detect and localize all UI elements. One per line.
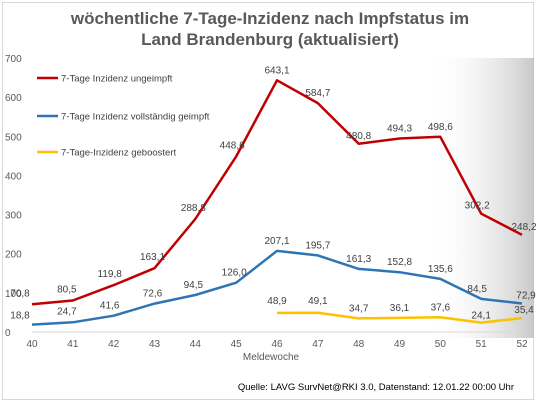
x-axis-label: Meldewoche — [243, 352, 300, 363]
data-label: 49,1 — [308, 296, 328, 307]
data-label: 41,6 — [100, 301, 120, 312]
data-label: 163,1 — [140, 252, 165, 263]
data-label: 18,8 — [10, 311, 30, 322]
data-label: 302,2 — [465, 201, 490, 212]
data-label: 448,6 — [220, 140, 245, 151]
legend-label-1: 7-Tage Inzidenz ungeimpft — [61, 74, 173, 85]
x-tick-label: 40 — [26, 339, 38, 350]
x-tick-label: 52 — [516, 339, 528, 350]
legend-label-2: 7-Tage Inzidenz vollständig geimpft — [61, 112, 210, 123]
data-label: 36,1 — [390, 303, 410, 314]
y-tick-label: 200 — [5, 250, 22, 261]
legend-label-3: 7-Tage-Inzidenz geboostert — [61, 148, 176, 159]
data-label: 584,7 — [305, 88, 330, 99]
shaded-region — [428, 58, 534, 338]
x-tick-label: 44 — [190, 339, 202, 350]
data-label: 119,8 — [98, 269, 123, 280]
y-tick-label: 400 — [5, 171, 22, 182]
y-tick-label: 100 — [5, 289, 22, 300]
data-label: 34,7 — [349, 303, 369, 314]
series-line-3 — [276, 311, 523, 324]
y-tick-label: 500 — [5, 132, 22, 143]
data-label: 24,1 — [471, 311, 491, 322]
data-label: 152,8 — [387, 257, 412, 268]
data-label: 35,4 — [514, 305, 534, 316]
x-tick-label: 47 — [312, 339, 324, 350]
y-tick-label: 0 — [5, 328, 11, 339]
data-label: 72,9 — [516, 290, 536, 301]
x-tick-label: 41 — [67, 339, 79, 350]
data-label: 84,5 — [467, 284, 487, 295]
chart-title: wöchentliche 7-Tage-Inzidenz nach Impfst… — [70, 9, 470, 49]
series-line-1 — [31, 79, 523, 306]
data-label: 643,1 — [264, 65, 289, 76]
data-label: 161,3 — [346, 254, 371, 265]
x-tick-label: 45 — [231, 339, 243, 350]
data-label: 48,9 — [267, 296, 287, 307]
data-label: 80,5 — [57, 284, 77, 295]
data-label: 70,8 — [10, 288, 30, 299]
data-label: 24,7 — [57, 306, 77, 317]
x-tick-label: 49 — [394, 339, 406, 350]
x-tick-label: 43 — [149, 339, 161, 350]
data-label: 207,1 — [264, 236, 289, 247]
x-tick-label: 42 — [108, 339, 120, 350]
data-label: 498,6 — [428, 122, 453, 133]
x-tick-label: 46 — [271, 339, 283, 350]
x-tick-label: 48 — [353, 339, 365, 350]
y-tick-label: 600 — [5, 93, 22, 104]
series-line-2 — [31, 249, 523, 326]
x-tick-label: 51 — [476, 339, 488, 350]
y-tick-label: 300 — [5, 211, 22, 222]
x-tick-label: 50 — [435, 339, 447, 350]
source-note: Quelle: LAVG SurvNet@RKI 3.0, Datenstand… — [237, 382, 514, 393]
data-label: 72,6 — [143, 289, 163, 300]
data-label: 248,2 — [511, 222, 536, 233]
data-label: 480,8 — [346, 131, 371, 142]
data-label: 135,6 — [428, 264, 453, 275]
data-label: 94,5 — [184, 280, 204, 291]
data-label: 126,0 — [222, 268, 247, 279]
data-label: 37,6 — [431, 302, 451, 313]
data-label: 195,7 — [305, 240, 330, 251]
data-label: 494,3 — [387, 124, 412, 135]
y-tick-label: 700 — [5, 54, 22, 65]
data-label: 288,8 — [181, 203, 206, 214]
